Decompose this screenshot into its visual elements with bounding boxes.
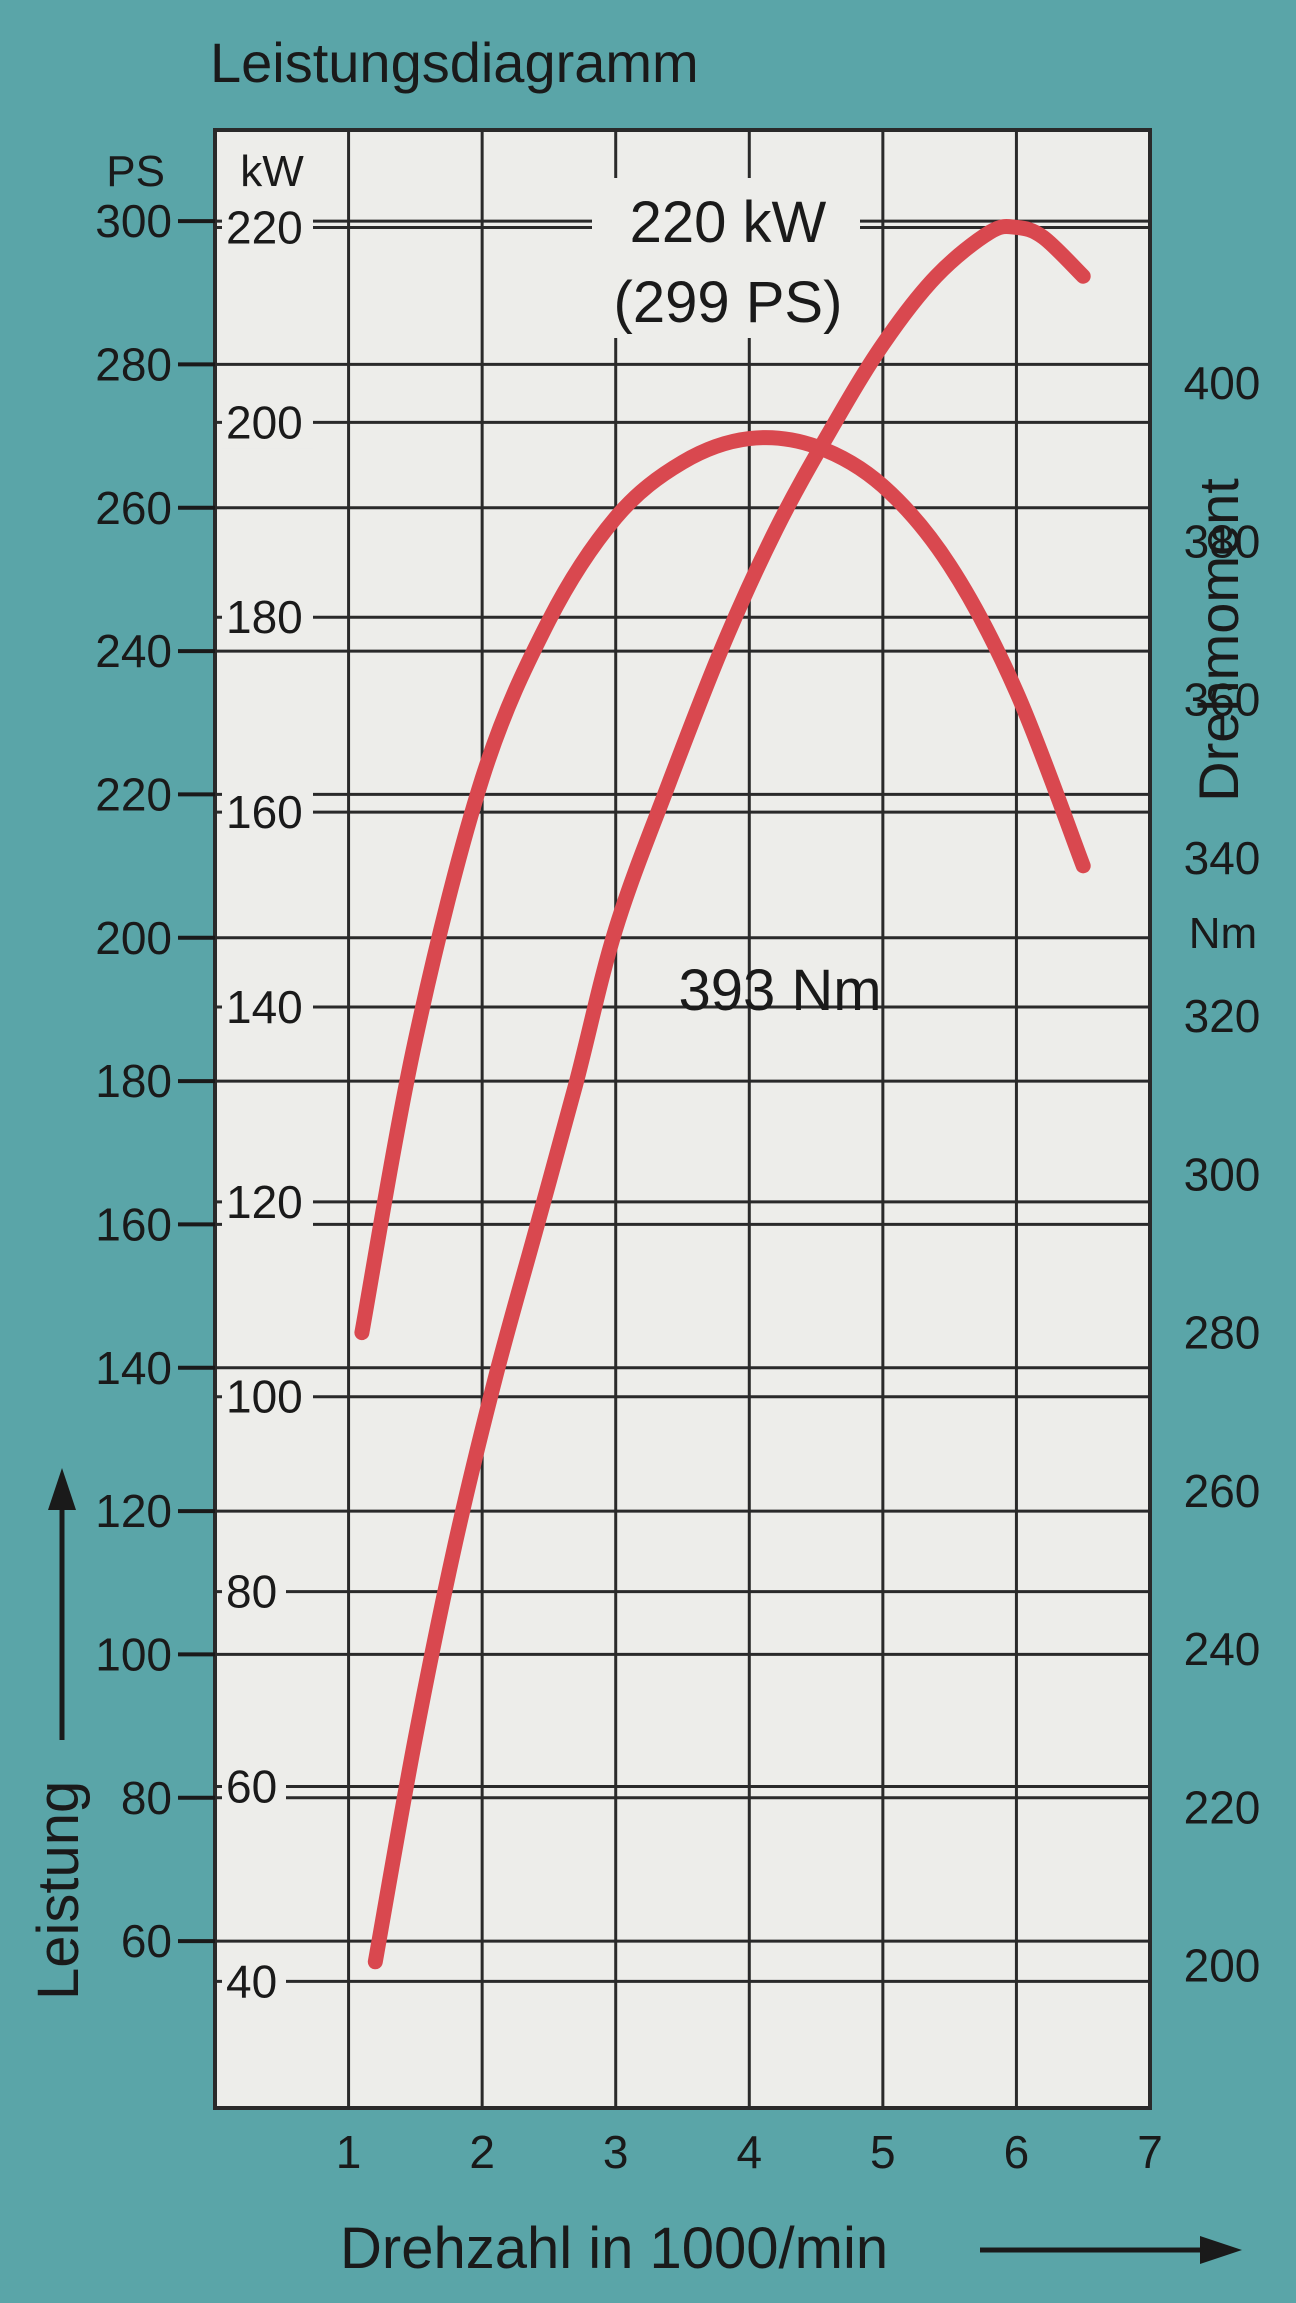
kw-tick-bg xyxy=(222,591,313,644)
annotation-power-line2: (299 PS) xyxy=(614,270,843,335)
ps-tick-label: 140 xyxy=(95,1342,172,1394)
ps-tick-label: 60 xyxy=(121,1915,172,1967)
chart-title: Leistungsdiagramm xyxy=(210,31,699,94)
torque-curve xyxy=(354,430,1091,1341)
kw-tick-label: 60 xyxy=(226,1760,277,1812)
kw-unit-label: kW xyxy=(240,147,304,196)
ps-tick-label: 220 xyxy=(95,768,172,820)
kw-tick-bg xyxy=(222,786,313,839)
nm-tick-label: 400 xyxy=(1184,357,1261,409)
x-tick-label: 5 xyxy=(870,2126,896,2178)
nm-tick-label: 300 xyxy=(1184,1148,1261,1200)
curves xyxy=(354,218,1091,1970)
power-curve xyxy=(367,218,1091,1970)
leistung-axis-label: Leistung xyxy=(26,1781,91,2000)
x-axis-title: Drehzahl in 1000/min xyxy=(340,2216,1242,2281)
kw-tick-bg xyxy=(222,1955,286,2008)
kw-tick-label: 120 xyxy=(226,1176,303,1228)
nm-unit-label: Nm xyxy=(1189,909,1257,958)
nm-tick-label: 320 xyxy=(1184,990,1261,1042)
ps-tick-label: 160 xyxy=(95,1198,172,1250)
ps-tick-label: 180 xyxy=(95,1055,172,1107)
ps-axis: 60 80 100 120 140 160 180 200 220 240 260 280 300 xyxy=(95,195,215,1967)
nm-tick-label: 240 xyxy=(1184,1623,1261,1675)
nm-tick-label: 260 xyxy=(1184,1465,1261,1517)
x-axis: 1 2 3 4 5 6 7 xyxy=(336,2126,1163,2178)
kw-tick-bg xyxy=(222,1175,313,1228)
nm-tick-label: 280 xyxy=(1184,1307,1261,1359)
x-tick-label: 2 xyxy=(469,2126,495,2178)
ps-tick-label: 300 xyxy=(95,195,172,247)
leistung-arrow-head xyxy=(48,1468,76,1510)
plot-area xyxy=(213,128,1152,2110)
annotation-power-line1: 220 kW xyxy=(630,190,827,255)
kw-tick-label: 80 xyxy=(226,1566,277,1618)
annotation-max-power: 220 kW (299 PS) xyxy=(592,178,860,338)
kw-tick-bg xyxy=(222,1565,286,1618)
x-tick-label: 3 xyxy=(603,2126,629,2178)
annotation-max-torque: 393 Nm xyxy=(678,958,881,1023)
grid-lines xyxy=(215,130,1150,2108)
kw-tick-bg xyxy=(222,1760,286,1813)
leistung-axis-title: Leistung xyxy=(26,1468,91,2000)
nm-tick-label: 340 xyxy=(1184,832,1261,884)
ps-unit-label: PS xyxy=(106,147,165,196)
x-tick-label: 7 xyxy=(1137,2126,1163,2178)
kw-tick-bg xyxy=(222,396,313,449)
kw-tick-bg xyxy=(222,1370,313,1423)
ps-tick-label: 200 xyxy=(95,912,172,964)
kw-tick-label: 220 xyxy=(226,201,303,253)
ps-tick-label: 80 xyxy=(121,1772,172,1824)
kw-tick-bg xyxy=(222,980,313,1033)
annotation-torque-line1: 393 Nm xyxy=(678,958,881,1023)
x-axis-label: Drehzahl in 1000/min xyxy=(340,2216,888,2281)
drehmoment-axis-label: Drehmoment xyxy=(1187,478,1250,802)
ps-tick-label: 240 xyxy=(95,625,172,677)
annotation-power-bg xyxy=(592,178,860,338)
x-tick-label: 6 xyxy=(1004,2126,1030,2178)
kw-tick-bg xyxy=(222,201,313,254)
nm-axis: 200 220 240 260 280 300 320 340 360 380 400 xyxy=(1184,357,1261,1991)
kw-tick-label: 160 xyxy=(226,786,303,838)
nm-tick-label: 200 xyxy=(1184,1940,1261,1992)
nm-tick-label: 380 xyxy=(1184,515,1261,567)
nm-tick-label: 220 xyxy=(1184,1781,1261,1833)
kw-tick-label: 180 xyxy=(226,591,303,643)
ps-tick-label: 120 xyxy=(95,1485,172,1537)
x-tick-label: 4 xyxy=(736,2126,762,2178)
nm-tick-label: 360 xyxy=(1184,674,1261,726)
x-tick-label: 1 xyxy=(336,2126,362,2178)
ps-tick-label: 100 xyxy=(95,1628,172,1680)
kw-tick-label: 40 xyxy=(226,1955,277,2007)
kw-tick-label: 140 xyxy=(226,981,303,1033)
kw-axis: 40 60 80 100 120 140 160 180 200 220 xyxy=(222,201,313,2008)
x-arrow-head xyxy=(1200,2236,1242,2264)
kw-tick-label: 100 xyxy=(226,1371,303,1423)
ps-tick-label: 280 xyxy=(95,338,172,390)
kw-tick-label: 200 xyxy=(226,396,303,448)
ps-tick-label: 260 xyxy=(95,482,172,534)
